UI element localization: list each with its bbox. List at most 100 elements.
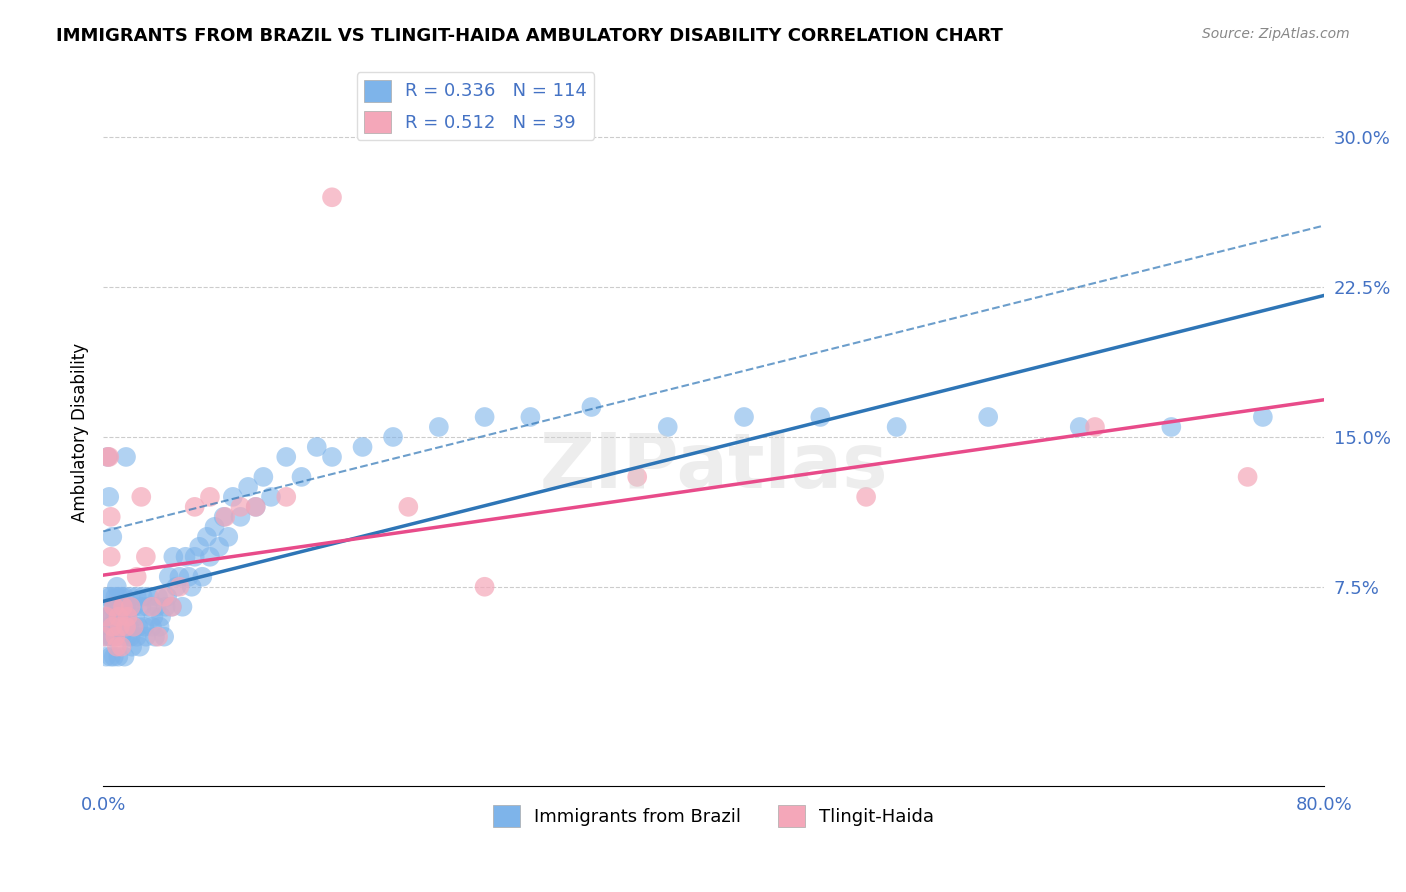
Point: [97, 609, 120, 624]
Point: [352, 440, 374, 454]
Point: [245, 500, 267, 514]
Point: [100, 649, 122, 664]
Point: [117, 609, 139, 624]
Point: [101, 620, 124, 634]
Point: [305, 440, 328, 454]
Point: [120, 599, 142, 614]
Point: [103, 599, 125, 614]
Point: [276, 490, 298, 504]
Point: [149, 620, 172, 634]
Text: IMMIGRANTS FROM BRAZIL VS TLINGIT-HAIDA AMBULATORY DISABILITY CORRELATION CHART: IMMIGRANTS FROM BRAZIL VS TLINGIT-HAIDA …: [56, 27, 1002, 45]
Point: [108, 599, 131, 614]
Point: [169, 580, 191, 594]
Point: [125, 630, 148, 644]
Point: [733, 409, 755, 424]
Point: [276, 450, 298, 464]
Point: [1251, 409, 1274, 424]
Point: [105, 620, 128, 634]
Point: [382, 430, 405, 444]
Point: [169, 570, 191, 584]
Point: [321, 190, 343, 204]
Point: [115, 620, 138, 634]
Point: [146, 590, 169, 604]
Point: [103, 599, 125, 614]
Point: [127, 620, 149, 634]
Point: [98, 490, 121, 504]
Point: [107, 649, 129, 664]
Point: [174, 549, 197, 564]
Point: [100, 549, 122, 564]
Point: [122, 620, 145, 634]
Point: [98, 630, 121, 644]
Point: [150, 609, 173, 624]
Point: [107, 590, 129, 604]
Point: [134, 620, 156, 634]
Point: [157, 570, 180, 584]
Point: [98, 609, 121, 624]
Point: [96, 649, 118, 664]
Point: [107, 609, 129, 624]
Point: [118, 599, 141, 614]
Point: [104, 630, 127, 644]
Point: [104, 609, 127, 624]
Point: [321, 450, 343, 464]
Point: [110, 590, 132, 604]
Point: [107, 620, 129, 634]
Point: [132, 590, 155, 604]
Point: [118, 620, 141, 634]
Point: [138, 590, 160, 604]
Point: [120, 630, 142, 644]
Point: [114, 590, 136, 604]
Point: [396, 500, 419, 514]
Point: [108, 620, 131, 634]
Point: [855, 490, 877, 504]
Point: [121, 640, 143, 654]
Point: [115, 620, 138, 634]
Point: [105, 599, 128, 614]
Point: [177, 570, 200, 584]
Point: [105, 580, 128, 594]
Point: [474, 580, 496, 594]
Point: [100, 609, 122, 624]
Point: [97, 450, 120, 464]
Point: [1069, 420, 1091, 434]
Point: [886, 420, 908, 434]
Point: [101, 630, 124, 644]
Point: [111, 599, 134, 614]
Point: [117, 609, 139, 624]
Point: [117, 630, 139, 644]
Point: [110, 630, 132, 644]
Point: [977, 409, 1000, 424]
Point: [165, 580, 187, 594]
Point: [97, 450, 120, 464]
Point: [135, 549, 157, 564]
Point: [122, 599, 145, 614]
Point: [229, 509, 252, 524]
Point: [111, 620, 134, 634]
Point: [101, 530, 124, 544]
Point: [97, 590, 120, 604]
Point: [808, 409, 831, 424]
Point: [1236, 470, 1258, 484]
Point: [115, 599, 138, 614]
Point: [129, 490, 152, 504]
Point: [110, 640, 132, 654]
Point: [188, 540, 211, 554]
Point: [111, 599, 134, 614]
Point: [128, 640, 150, 654]
Point: [657, 420, 679, 434]
Point: [129, 599, 152, 614]
Point: [160, 599, 183, 614]
Point: [153, 630, 176, 644]
Point: [114, 649, 136, 664]
Point: [245, 500, 267, 514]
Point: [142, 609, 165, 624]
Point: [135, 630, 157, 644]
Point: [145, 599, 167, 614]
Point: [125, 570, 148, 584]
Point: [93, 630, 115, 644]
Y-axis label: Ambulatory Disability: Ambulatory Disability: [72, 343, 89, 522]
Point: [212, 509, 235, 524]
Point: [155, 599, 177, 614]
Point: [217, 530, 239, 544]
